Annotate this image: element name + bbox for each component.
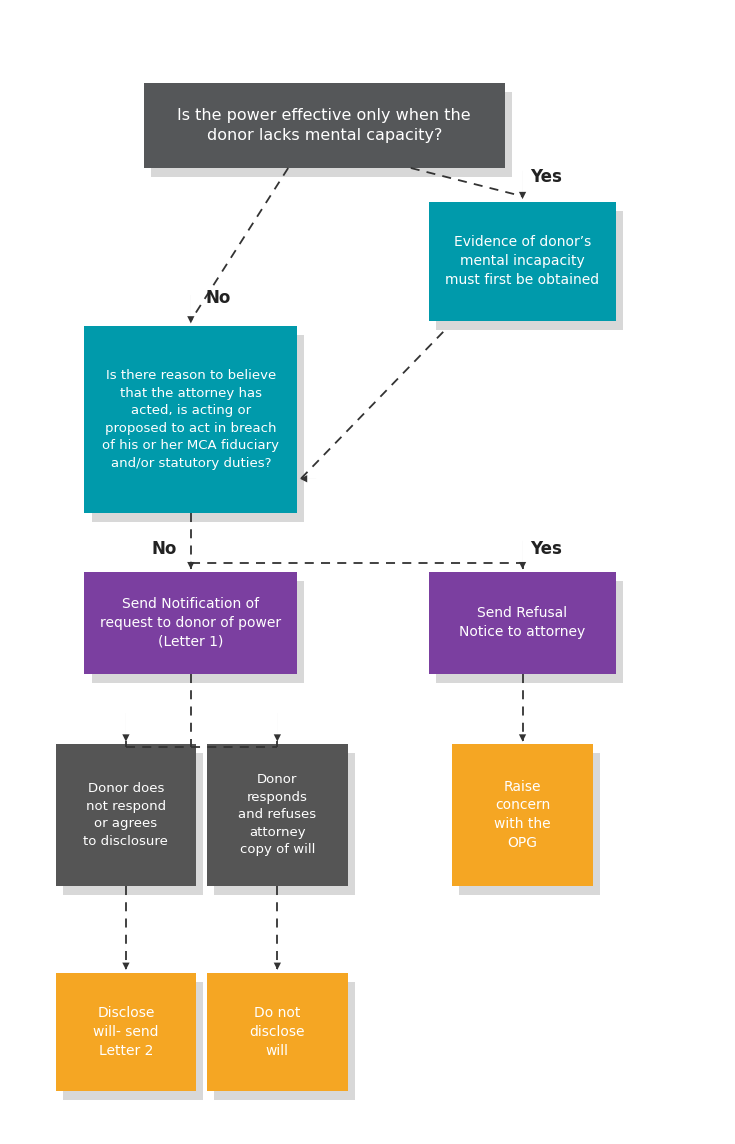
FancyBboxPatch shape xyxy=(62,754,204,895)
FancyBboxPatch shape xyxy=(92,335,304,522)
FancyBboxPatch shape xyxy=(85,572,297,674)
Text: Yes: Yes xyxy=(530,540,562,558)
Text: Evidence of donor’s
mental incapacity
must first be obtained: Evidence of donor’s mental incapacity mu… xyxy=(445,236,600,287)
Text: Do not
disclose
will: Do not disclose will xyxy=(250,1006,305,1058)
FancyBboxPatch shape xyxy=(207,972,348,1091)
Text: Donor
responds
and refuses
attorney
copy of will: Donor responds and refuses attorney copy… xyxy=(238,773,317,857)
FancyBboxPatch shape xyxy=(215,754,355,895)
Text: No: No xyxy=(151,540,176,558)
FancyBboxPatch shape xyxy=(62,982,204,1101)
FancyBboxPatch shape xyxy=(92,581,304,683)
Text: Send Notification of
request to donor of power
(Letter 1): Send Notification of request to donor of… xyxy=(100,597,282,649)
Text: Yes: Yes xyxy=(530,168,562,186)
FancyBboxPatch shape xyxy=(436,210,623,329)
FancyBboxPatch shape xyxy=(436,581,623,683)
Text: Raise
concern
with the
OPG: Raise concern with the OPG xyxy=(494,779,551,850)
FancyBboxPatch shape xyxy=(429,572,616,674)
Text: Disclose
will- send
Letter 2: Disclose will- send Letter 2 xyxy=(93,1006,159,1058)
Text: Is there reason to believe
that the attorney has
acted, is acting or
proposed to: Is there reason to believe that the atto… xyxy=(102,370,279,470)
FancyBboxPatch shape xyxy=(56,972,196,1091)
FancyBboxPatch shape xyxy=(56,745,196,885)
FancyBboxPatch shape xyxy=(207,745,348,885)
Text: Send Refusal
Notice to attorney: Send Refusal Notice to attorney xyxy=(459,606,586,639)
Text: Donor does
not respond
or agrees
to disclosure: Donor does not respond or agrees to disc… xyxy=(84,782,168,848)
FancyBboxPatch shape xyxy=(144,84,504,168)
FancyBboxPatch shape xyxy=(85,326,297,513)
FancyBboxPatch shape xyxy=(452,745,593,885)
FancyBboxPatch shape xyxy=(429,201,616,320)
FancyBboxPatch shape xyxy=(151,93,512,177)
Text: No: No xyxy=(205,289,231,307)
Text: Is the power effective only when the
donor lacks mental capacity?: Is the power effective only when the don… xyxy=(177,108,471,143)
FancyBboxPatch shape xyxy=(459,754,600,895)
FancyBboxPatch shape xyxy=(215,982,355,1101)
